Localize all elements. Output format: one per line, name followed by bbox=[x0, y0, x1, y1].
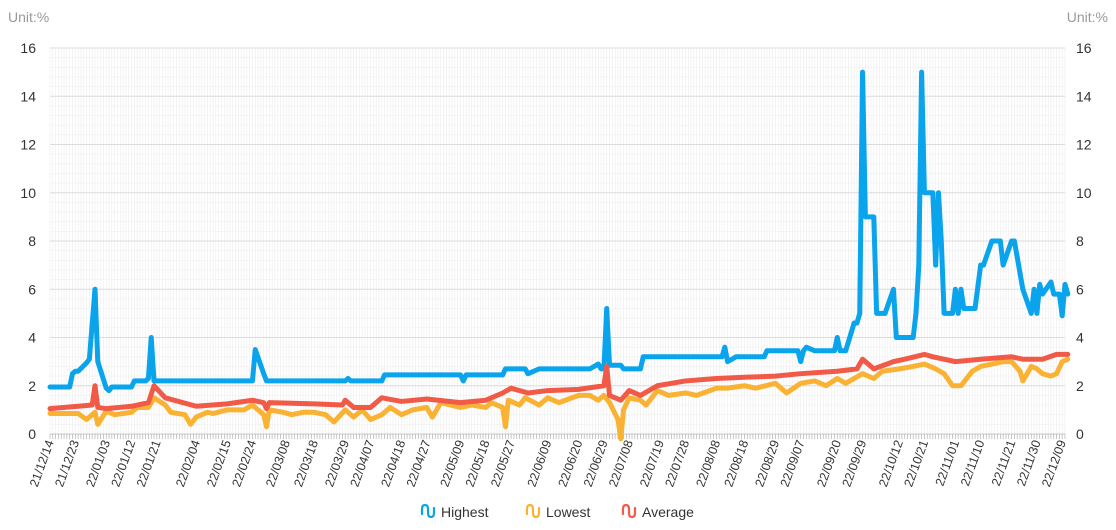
series-lines bbox=[47, 69, 1071, 442]
y-tick-label-right: 4 bbox=[1076, 330, 1084, 346]
x-tick-label: 22/11/01 bbox=[933, 438, 962, 488]
y-tick-label-left: 4 bbox=[28, 330, 36, 346]
y-tick-label-right: 16 bbox=[1076, 40, 1092, 56]
x-tick-label: 22/11/21 bbox=[989, 438, 1018, 488]
y-tick-label-right: 0 bbox=[1076, 426, 1084, 442]
y-tick-label-left: 2 bbox=[28, 378, 36, 394]
legend-item-lowest[interactable]: Lowest bbox=[525, 503, 590, 520]
x-tick-label: 22/08/08 bbox=[693, 438, 723, 489]
y-tick-label-left: 10 bbox=[20, 185, 36, 201]
x-tick-label: 22/02/24 bbox=[229, 438, 259, 489]
legend-item-average[interactable]: Average bbox=[621, 503, 694, 520]
y-tick-label-right: 8 bbox=[1076, 233, 1084, 249]
series-line-average bbox=[47, 351, 1071, 412]
y-tick-label-left: 16 bbox=[20, 40, 36, 56]
x-tick-label: 22/09/29 bbox=[840, 438, 870, 489]
x-tick-label: 22/09/07 bbox=[778, 438, 808, 489]
y-tick-label-left: 8 bbox=[28, 233, 36, 249]
x-tick-label: 22/01/21 bbox=[134, 438, 164, 489]
x-tick-label: 22/03/18 bbox=[291, 438, 321, 489]
x-tick-label: 22/07/08 bbox=[606, 438, 636, 489]
x-tick-label: 22/12/09 bbox=[1039, 438, 1069, 489]
legend-item-highest[interactable]: Highest bbox=[420, 503, 489, 520]
legend-line-icon bbox=[621, 503, 637, 519]
legend-label: Average bbox=[642, 504, 694, 520]
x-tick-label: 22/03/08 bbox=[263, 438, 293, 489]
legend-label: Lowest bbox=[546, 504, 590, 520]
y-tick-label-left: 0 bbox=[28, 426, 36, 442]
x-tick-label: 22/04/07 bbox=[348, 438, 378, 489]
x-tick-label: 22/02/04 bbox=[173, 438, 203, 489]
x-tick-label: 22/11/30 bbox=[1014, 438, 1043, 488]
x-tick-label: 22/08/18 bbox=[721, 438, 751, 489]
legend-line-icon bbox=[420, 503, 436, 519]
y-tick-label-right: 10 bbox=[1076, 185, 1092, 201]
series-line-lowest bbox=[47, 356, 1071, 442]
legend-label: Highest bbox=[441, 504, 489, 520]
legend: Highest Lowest Average bbox=[420, 503, 694, 520]
x-tick-label: 22/10/21 bbox=[901, 438, 931, 489]
horizontal-gridlines bbox=[50, 47, 1065, 435]
x-tick-label: 22/11/10 bbox=[958, 438, 987, 488]
x-tick-label: 22/04/27 bbox=[404, 438, 434, 489]
y-tick-label-left: 12 bbox=[20, 137, 36, 153]
series-line-highest bbox=[47, 69, 1071, 394]
y-tick-label-right: 14 bbox=[1076, 88, 1092, 104]
left-y-axis: 0 2 4 6 8 10 12 14 16 bbox=[20, 40, 36, 442]
y-tick-label-left: 14 bbox=[20, 88, 36, 104]
legend-line-icon bbox=[525, 503, 541, 519]
y-tick-label-right: 2 bbox=[1076, 378, 1084, 394]
x-tick-label: 22/07/28 bbox=[662, 438, 692, 489]
right-unit-label: Unit:% bbox=[1067, 9, 1108, 25]
right-y-axis: 0 2 4 6 8 10 12 14 16 bbox=[1076, 40, 1092, 442]
x-tick-label: 21/12/23 bbox=[52, 438, 82, 489]
y-tick-label-left: 6 bbox=[28, 281, 36, 297]
left-unit-label: Unit:% bbox=[8, 9, 49, 25]
x-tick-label: 22/06/09 bbox=[525, 438, 555, 489]
y-tick-label-right: 12 bbox=[1076, 137, 1092, 153]
y-tick-label-right: 6 bbox=[1076, 281, 1084, 297]
x-tick-label: 22/05/27 bbox=[488, 438, 518, 489]
